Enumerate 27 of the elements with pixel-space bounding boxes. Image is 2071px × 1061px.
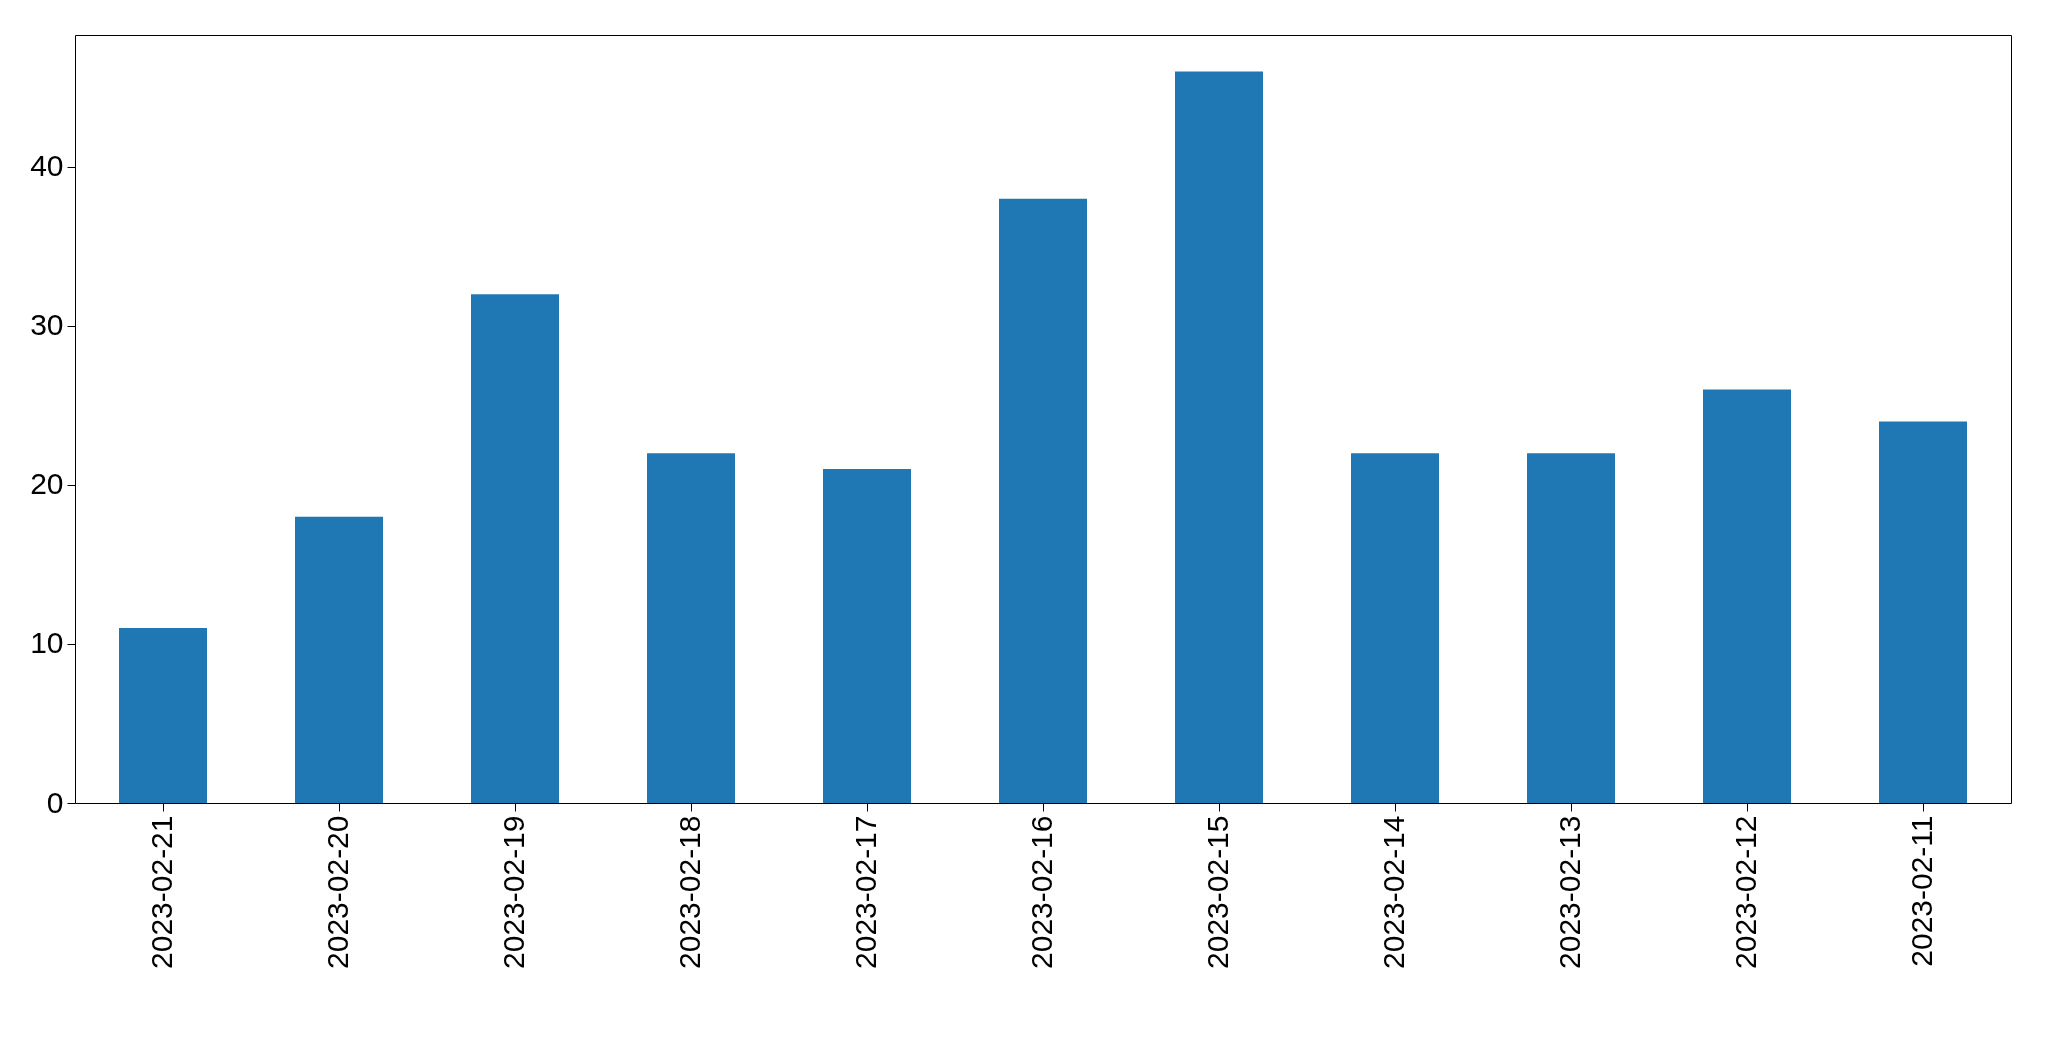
x-tick-label: 2023-02-18 (673, 815, 706, 969)
x-tick-label: 2023-02-16 (1025, 815, 1058, 969)
bar (1879, 421, 1967, 803)
bar (119, 628, 207, 803)
x-tick-label: 2023-02-12 (1729, 815, 1762, 969)
bar (295, 516, 383, 803)
y-tick-label: 20 (30, 467, 64, 501)
y-tick-label: 40 (30, 149, 64, 183)
x-tick-label: 2023-02-19 (497, 815, 530, 969)
bar (999, 198, 1087, 803)
x-tick-label: 2023-02-13 (1553, 815, 1586, 969)
y-tick-label: 30 (30, 308, 64, 342)
bar (647, 453, 735, 803)
x-tick-label: 2023-02-15 (1201, 815, 1234, 969)
x-tick-label: 2023-02-21 (145, 815, 178, 969)
bar (1351, 453, 1439, 803)
bar (1703, 389, 1791, 803)
bar (471, 294, 559, 803)
x-tick-label: 2023-02-14 (1377, 815, 1410, 969)
x-tick-label: 2023-02-11 (1905, 815, 1938, 967)
x-tick-label: 2023-02-20 (321, 815, 354, 969)
bar (1175, 71, 1263, 803)
y-tick-label: 0 (46, 785, 64, 819)
y-tick-label: 10 (30, 626, 64, 660)
x-tick-label: 2023-02-17 (849, 815, 882, 969)
bar (823, 469, 911, 803)
bar (1527, 453, 1615, 803)
